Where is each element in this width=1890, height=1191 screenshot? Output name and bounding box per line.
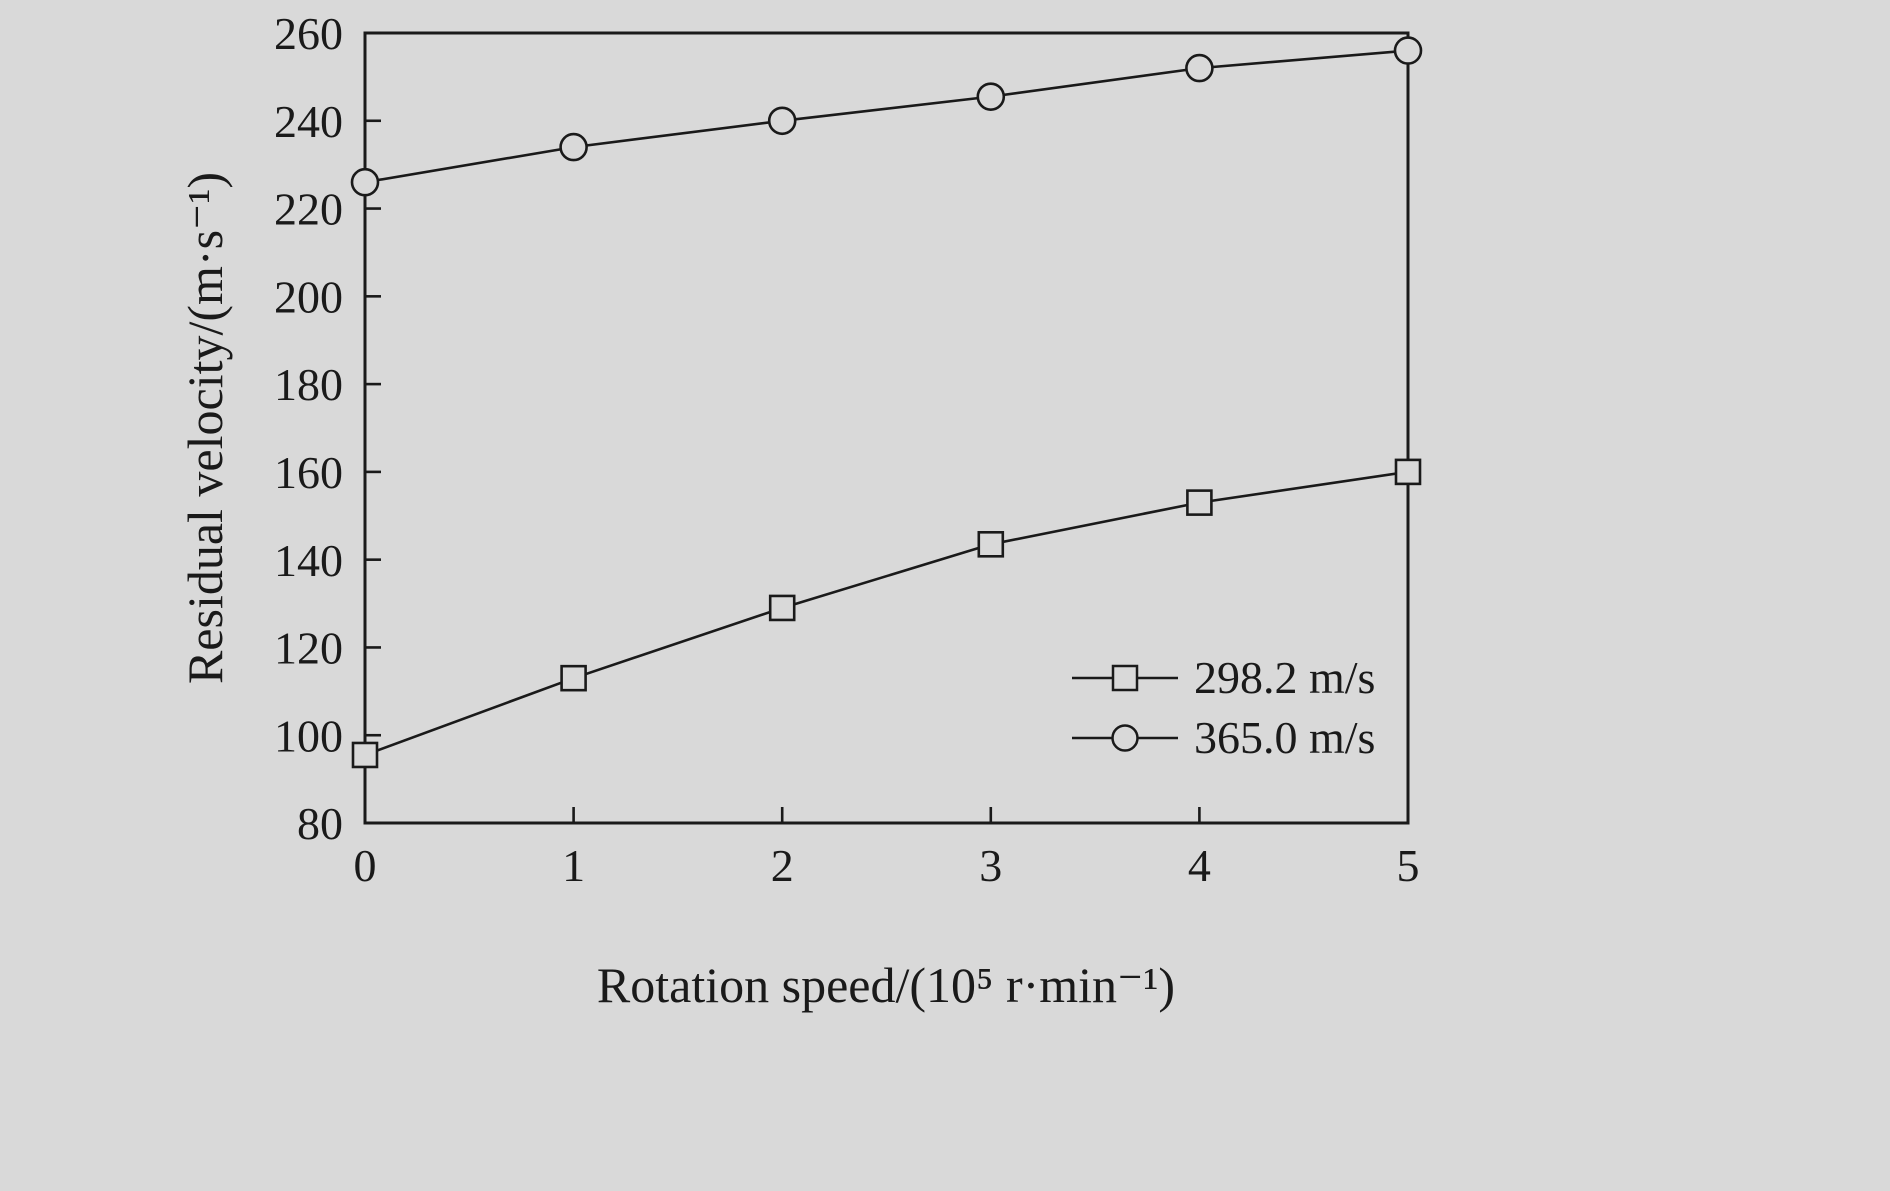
data-point-circle: [976, 82, 1006, 111]
circle-marker-icon: [1072, 724, 1178, 752]
svg-text:220: 220: [274, 184, 343, 235]
legend-label-298: 298.2 m/s: [1194, 652, 1376, 703]
svg-text:5: 5: [1397, 840, 1420, 891]
plot-frame: [363, 31, 1410, 825]
svg-text:180: 180: [274, 359, 343, 410]
x-tick-labels: 0 1 2 3 4 5: [354, 840, 1420, 891]
svg-text:120: 120: [274, 623, 343, 674]
series-line-0: [364, 470, 1409, 757]
data-point-circle: [350, 167, 380, 197]
svg-text:80: 80: [297, 798, 343, 849]
svg-text:140: 140: [274, 535, 343, 586]
data-point-square: [351, 741, 379, 769]
series-1: [350, 36, 1423, 197]
data-point-circle: [767, 106, 797, 136]
data-point-square: [977, 531, 1005, 558]
legend-item-365: 365.0 m/s: [1070, 715, 1375, 761]
data-point-square: [768, 594, 796, 622]
legend-label-365: 365.0 m/s: [1194, 712, 1376, 763]
data-point-circle: [1393, 36, 1423, 65]
data-point-square: [1394, 458, 1422, 486]
data-point-circle: [1185, 53, 1214, 83]
y-axis-title: Residual velocity/(m·s⁻¹): [177, 171, 233, 685]
data-point-square: [560, 664, 587, 692]
svg-text:1: 1: [562, 840, 585, 891]
x-ticks: [363, 807, 1410, 823]
svg-text:100: 100: [274, 710, 343, 761]
data-point-circle: [559, 132, 588, 162]
y-tick-labels: 80 100 120 140 160 180 200 220 240 260: [274, 8, 343, 849]
legend: 298.2 m/s 365.0 m/s: [1070, 655, 1375, 761]
svg-text:240: 240: [274, 96, 343, 147]
svg-text:2: 2: [771, 840, 794, 891]
series-0: [351, 458, 1422, 769]
svg-text:260: 260: [274, 8, 343, 59]
svg-text:160: 160: [274, 447, 343, 498]
x-axis-title: Rotation speed/(10⁵ r·min⁻¹): [596, 957, 1176, 1013]
y-ticks: [365, 31, 381, 825]
series-line-1: [364, 49, 1409, 184]
data-point-square: [1186, 489, 1213, 516]
legend-item-298: 298.2 m/s: [1070, 655, 1375, 701]
svg-text:3: 3: [979, 840, 1002, 891]
svg-text:4: 4: [1188, 840, 1211, 891]
svg-text:0: 0: [354, 840, 377, 891]
svg-text:200: 200: [274, 271, 343, 322]
square-marker-icon: [1072, 664, 1178, 692]
